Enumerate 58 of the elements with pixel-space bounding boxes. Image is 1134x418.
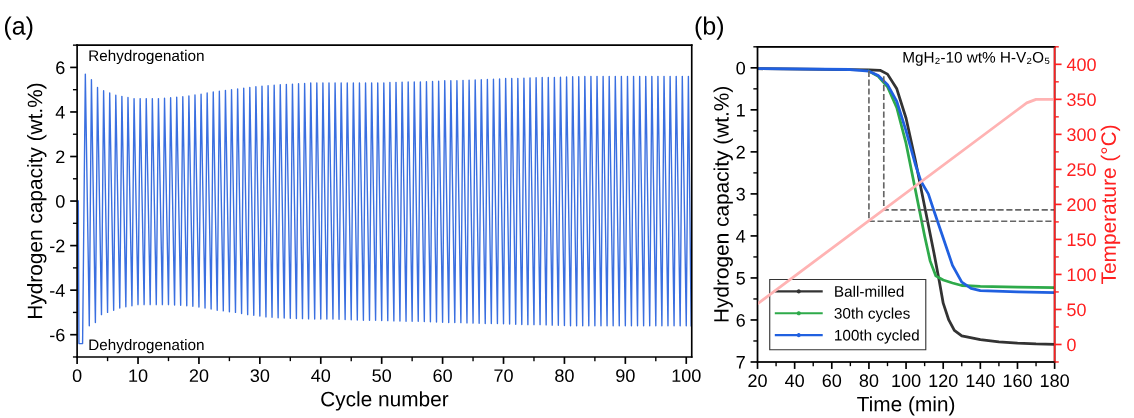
y-axis-title: Hydrogen capacity (wt.%): [27, 83, 47, 319]
y-tick-label: 7: [736, 356, 745, 369]
y2-tick-label: 50: [1067, 303, 1086, 317]
legend-label: 100th cycled: [835, 329, 919, 344]
y2-tick-label: 400: [1066, 58, 1096, 72]
x-tick-label: 10: [129, 369, 148, 383]
x-tick-label: 0: [72, 369, 82, 383]
legend-label: 30th cycles: [834, 307, 910, 322]
annotation: Dehydrogenation: [89, 338, 204, 354]
text: (b): [695, 16, 724, 40]
x-tick-label: 180: [1040, 374, 1069, 388]
legend-label: Ball-milled: [835, 285, 904, 297]
y-tick-label: 1: [737, 103, 745, 117]
x-tick-label: 100: [892, 374, 921, 388]
x-tick-label: 80: [555, 369, 574, 383]
y2-tick-label: 150: [1067, 233, 1096, 247]
y-tick-label: 4: [55, 106, 65, 119]
y-tick-label: -6: [50, 328, 65, 342]
y-axis-title: Hydrogen capacity (wt.%): [713, 87, 733, 322]
x-tick-label: 60: [433, 369, 452, 383]
x-tick-label: 30: [250, 369, 270, 383]
y-tick-label: 2: [736, 145, 745, 159]
y-tick-label: 6: [56, 61, 65, 75]
x-tick-label: 90: [616, 369, 635, 383]
y2-tick-label: 100: [1067, 268, 1096, 282]
x-tick-label: 120: [929, 374, 958, 388]
x-tick-label: 60: [822, 374, 842, 388]
y-tick-label: -4: [50, 284, 65, 297]
x-tick-label: 50: [372, 369, 392, 383]
y-tick-label: 0: [736, 61, 745, 75]
x-axis-title: Cycle number: [321, 391, 449, 411]
y2-axis-title: Temperature (°C): [1100, 125, 1121, 284]
x-tick-label: 160: [1003, 374, 1032, 388]
y-tick-label: 6: [736, 313, 745, 327]
x-axis-title: Time (min): [857, 396, 955, 416]
y2-tick-label: 250: [1067, 163, 1096, 177]
y-tick-label: 0: [55, 194, 65, 208]
x-tick-label: 40: [311, 369, 331, 383]
x-tick-label: 20: [189, 369, 209, 383]
y2-tick-label: 350: [1067, 93, 1096, 107]
x-tick-label: 20: [748, 374, 767, 388]
x-tick-label: 100: [672, 369, 701, 383]
x-tick-label: 80: [859, 374, 879, 388]
annotation: Rehydrogenation: [89, 49, 204, 65]
y-tick-label: 2: [56, 150, 65, 164]
x-tick-label: 140: [966, 374, 995, 388]
text: (a): [4, 16, 33, 40]
y-tick-label: 4: [736, 230, 746, 243]
y-tick-label: 3: [736, 187, 745, 201]
annotation: MgH₂-10 wt% H-V₂O₅: [903, 51, 1050, 66]
x-tick-label: 70: [494, 369, 513, 383]
y2-tick-label: 0: [1067, 338, 1076, 352]
y-tick-label: -2: [50, 239, 65, 253]
y2-tick-label: 300: [1067, 128, 1096, 142]
line-series: [757, 67, 1055, 295]
y2-tick-label: 200: [1067, 198, 1096, 212]
x-tick-label: 40: [785, 374, 804, 388]
y-tick-label: 5: [736, 272, 745, 285]
